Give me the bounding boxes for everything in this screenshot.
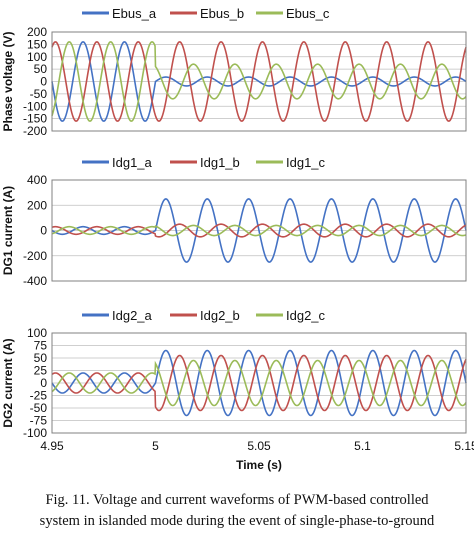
series-line-ebus_c: [51, 41, 467, 122]
caption-line-1: Fig. 11. Voltage and current waveforms o…: [45, 492, 429, 508]
y-tick-label: 200: [27, 25, 47, 39]
legend-entry: Idg1_a: [112, 155, 153, 170]
series-line-idg2_a: [51, 349, 467, 417]
y-tick-label: -50: [30, 401, 48, 415]
y-tick-label: 50: [34, 62, 48, 76]
series-line-idg1_c: [51, 224, 467, 237]
legend-entry: Idg1_b: [200, 155, 240, 170]
series-line-idg1_a: [51, 198, 467, 263]
x-axis-label: Time (s): [236, 458, 282, 472]
legend-entry: Idg1_c: [286, 155, 326, 170]
y-tick-label: 0: [40, 376, 47, 390]
plot-frame: [51, 179, 467, 282]
y-tick-label: 0: [40, 224, 47, 238]
legend-entry: Idg2_b: [200, 308, 240, 323]
y-tick-label: 400: [27, 173, 47, 187]
x-tick-label: 5: [152, 439, 159, 453]
figure-caption: Fig. 11. Voltage and current waveforms o…: [0, 490, 474, 532]
plot-frame: [51, 31, 467, 132]
legend-entry: Ebus_c: [286, 6, 330, 21]
x-tick-label: 5.1: [354, 439, 371, 453]
y-tick-label: -100: [23, 426, 47, 440]
y-tick-label: 75: [34, 339, 48, 353]
y-axis-label: DG1 current (A): [1, 186, 15, 275]
y-tick-label: -50: [30, 87, 48, 101]
legend-entry: Idg2_c: [286, 308, 326, 323]
y-tick-label: -100: [23, 99, 47, 113]
y-tick-label: -400: [23, 274, 47, 288]
y-tick-label: 100: [27, 326, 47, 340]
x-tick-label: 5.15: [454, 439, 474, 453]
y-tick-label: 0: [40, 75, 47, 89]
y-tick-label: 25: [34, 364, 48, 378]
series-line-ebus_a: [51, 41, 467, 122]
legend-entry: Ebus_a: [112, 6, 157, 21]
y-tick-label: 150: [27, 37, 47, 51]
x-tick-label: 4.95: [40, 439, 64, 453]
caption-line-2: system in islanded mode during the event…: [39, 513, 435, 529]
x-tick-label: 5.05: [247, 439, 271, 453]
chart-panel-2: 400 200 0 -200 -400 DG1 current (A) Idg1_a Idg1…: [1, 155, 467, 288]
y-tick-label: 50: [34, 351, 48, 365]
y-tick-label: -150: [23, 112, 47, 126]
y-tick-label: 100: [27, 50, 47, 64]
y-tick-label: -200: [23, 124, 47, 138]
series-line-idg1_b: [51, 223, 467, 238]
y-tick-label: -200: [23, 249, 47, 263]
series-line-ebus_b: [51, 41, 467, 122]
y-axis-label: Phase voltage (V): [1, 31, 15, 131]
series-line-idg2_b: [51, 354, 467, 412]
y-tick-label: 200: [27, 198, 47, 212]
legend-entry: Idg2_a: [112, 308, 153, 323]
y-tick-label: -75: [30, 414, 48, 428]
y-axis-label: DG2 current (A): [1, 338, 15, 427]
legend-entry: Ebus_b: [200, 6, 244, 21]
series-line-idg2_c: [51, 359, 467, 407]
y-tick-label: -25: [30, 389, 48, 403]
plot-frame: [51, 332, 467, 434]
